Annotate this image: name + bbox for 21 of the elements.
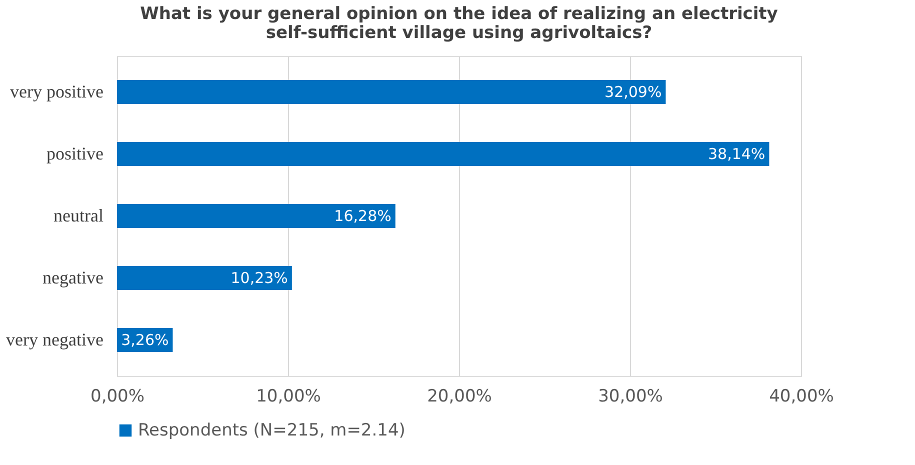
- y-tick-label: very negative: [6, 330, 104, 350]
- y-tick-label: positive: [46, 144, 104, 164]
- data-label: 16,28%: [334, 207, 392, 225]
- x-tick-label: 0,00%: [90, 386, 145, 406]
- y-tick-label: negative: [42, 268, 104, 288]
- chart-title: What is your general opinion on the idea of realizing an electricity self-sufficient village using agrivoltaics?: [140, 4, 778, 43]
- data-label: 32,09%: [604, 83, 662, 101]
- x-tick-label: 10,00%: [256, 386, 321, 406]
- data-label: 38,14%: [708, 145, 766, 163]
- x-tick-label: 20,00%: [427, 386, 492, 406]
- bar: [117, 266, 292, 290]
- bar: [117, 142, 770, 166]
- bar: [117, 80, 666, 104]
- y-tick-label: very positive: [10, 82, 104, 102]
- x-tick-label: 30,00%: [598, 386, 663, 406]
- data-label: 10,23%: [230, 269, 288, 287]
- x-tick-label: 40,00%: [769, 386, 834, 406]
- y-tick-label: neutral: [54, 206, 104, 226]
- bar: [117, 204, 396, 228]
- legend-label: Respondents (N=215, m=2.14): [138, 420, 406, 440]
- data-label: 3,26%: [121, 331, 169, 349]
